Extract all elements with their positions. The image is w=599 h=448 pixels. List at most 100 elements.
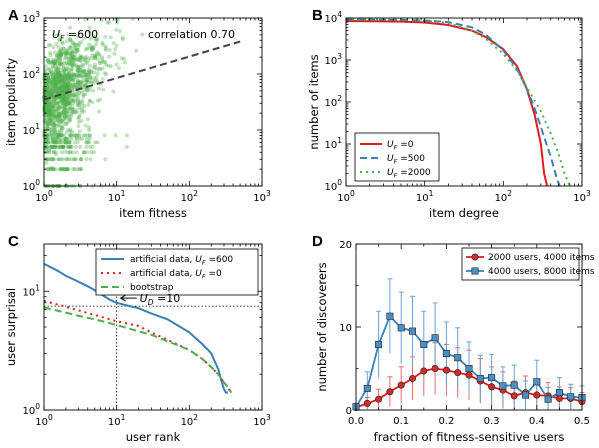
panel-a-point xyxy=(55,83,60,88)
panel-a-point xyxy=(50,144,55,149)
panel-a-point xyxy=(68,54,73,59)
panel-a-point xyxy=(76,58,81,62)
panel-a-point xyxy=(69,114,74,118)
panel-a-point xyxy=(67,46,72,50)
panel-a-point xyxy=(69,62,74,67)
panel-a-point xyxy=(61,167,66,172)
panel-d-xtick-label: 0.5 xyxy=(574,416,590,427)
panel-b-ylabel: number of items xyxy=(307,54,321,149)
panel-d-legend-label: 4000 users, 8000 items xyxy=(488,267,595,277)
panel-a-point xyxy=(74,157,79,162)
panel-a-point xyxy=(45,109,50,114)
panel-a-point xyxy=(70,93,75,98)
panel-a-point xyxy=(73,82,78,87)
panel-a-point xyxy=(61,98,65,103)
panel-a-point xyxy=(57,112,62,117)
panel-a-point xyxy=(53,144,58,149)
panel-a-point xyxy=(58,67,63,72)
panel-a-point xyxy=(69,73,74,78)
panel-a-point xyxy=(70,54,75,59)
panel-a-point xyxy=(45,123,50,128)
panel-a-point xyxy=(73,82,78,87)
panel-a-point xyxy=(51,150,56,155)
panel-a-point xyxy=(79,68,84,73)
panel-a-point xyxy=(62,85,67,90)
panel-a-point xyxy=(47,110,52,115)
panel-a-point xyxy=(62,77,67,82)
panel-a-point xyxy=(68,45,73,50)
panel-a-point xyxy=(72,58,77,63)
panel-a-point xyxy=(62,73,67,78)
panel-a-point xyxy=(67,106,72,111)
panel-a-point xyxy=(100,59,105,64)
panel-a-point xyxy=(65,76,70,81)
panel-a-point xyxy=(120,35,125,40)
panel-a-point xyxy=(46,60,51,65)
panel-a-point xyxy=(73,99,78,104)
panel-a-point xyxy=(64,39,69,44)
panel-a-point xyxy=(50,157,55,162)
panel-a-point xyxy=(48,105,53,110)
panel-a-point xyxy=(54,107,59,112)
panel-a-point xyxy=(56,69,61,74)
panel-a-point xyxy=(52,81,57,86)
panel-a-point xyxy=(58,131,63,136)
panel-a-point xyxy=(74,72,78,77)
panel-a-point xyxy=(90,53,95,58)
panel-a-point xyxy=(60,89,65,94)
panel-a-point xyxy=(85,133,90,138)
panel-a-point xyxy=(81,36,86,41)
panel-a-point xyxy=(64,85,69,90)
panel-a-point xyxy=(75,78,80,83)
panel-a-point xyxy=(57,123,62,128)
panel-c-legend-label: artificial data, UF =0 xyxy=(130,269,222,281)
panel-d-marker-square xyxy=(499,382,507,390)
panel-a-point xyxy=(64,67,69,71)
panel-a-point xyxy=(49,111,53,116)
panel-a-point xyxy=(61,94,66,98)
panel-a-point xyxy=(57,133,62,138)
panel-a-point xyxy=(103,47,108,52)
panel-a-point xyxy=(48,91,53,96)
panel-a-point xyxy=(140,32,145,37)
panel-a-point xyxy=(60,84,65,88)
panel-a-point xyxy=(57,140,62,145)
panel-a-point xyxy=(71,78,76,83)
panel-a-point xyxy=(111,41,116,45)
panel-a-point xyxy=(65,113,70,118)
panel-a-point xyxy=(53,77,58,82)
panel-a-point xyxy=(58,76,63,81)
panel-a-point xyxy=(86,140,91,145)
panel-a-point xyxy=(69,49,74,54)
panel-a-point xyxy=(66,71,71,76)
panel-a-point xyxy=(81,70,86,75)
panel-a-point xyxy=(79,90,84,95)
panel-a-point xyxy=(50,123,55,128)
panel-a-point xyxy=(49,117,54,121)
panel-a-point xyxy=(46,76,51,81)
panel-a-point xyxy=(66,80,71,85)
panel-a-point xyxy=(56,66,61,71)
panel-a-point xyxy=(83,72,88,77)
panel-a-point xyxy=(62,94,66,99)
panel-a-point xyxy=(100,41,105,45)
panel-a-point xyxy=(43,64,48,68)
panel-a-point xyxy=(60,96,65,101)
panel-a-point xyxy=(67,37,72,42)
panel-a-point xyxy=(57,75,62,80)
panel-a-point xyxy=(55,79,59,84)
panel-a-point xyxy=(57,88,62,93)
panel-a-point xyxy=(70,67,75,72)
panel-a-point xyxy=(75,80,80,85)
panel-a-point xyxy=(94,74,99,79)
panel-a-point xyxy=(87,42,91,47)
panel-a-point xyxy=(64,85,69,90)
panel-a-point xyxy=(77,68,82,72)
panel-a-point xyxy=(74,47,79,52)
panel-a-point xyxy=(89,46,94,51)
panel-a-point xyxy=(48,103,53,108)
panel-a-point xyxy=(63,96,68,101)
panel-a-point xyxy=(54,53,59,58)
panel-a-point xyxy=(58,133,63,138)
panel-a-point xyxy=(47,111,51,116)
